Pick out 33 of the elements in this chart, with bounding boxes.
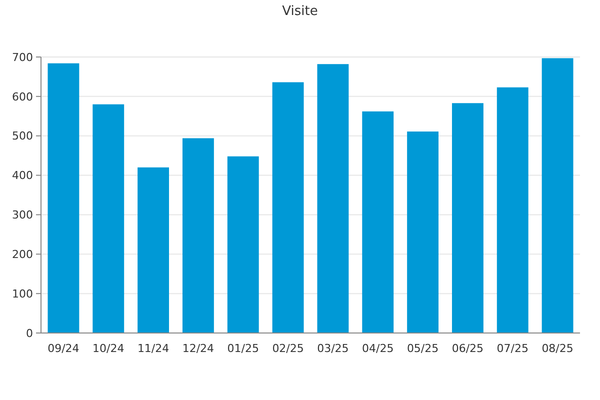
x-tick-label: 02/25 <box>272 342 304 355</box>
bar <box>182 138 214 333</box>
bar <box>227 156 259 333</box>
x-tick-label: 04/25 <box>362 342 394 355</box>
x-tick-label: 05/25 <box>406 342 439 355</box>
y-tick-label: 0 <box>26 326 33 340</box>
x-tick-label: 12/24 <box>182 342 214 355</box>
y-tick-label: 500 <box>12 130 33 143</box>
x-tick-label: 06/25 <box>452 342 484 355</box>
bar <box>362 111 394 333</box>
bar <box>272 82 304 333</box>
bar <box>317 64 349 333</box>
bar <box>48 63 80 333</box>
y-tick-label: 300 <box>12 208 33 222</box>
y-tick-label: 700 <box>12 50 33 64</box>
bar <box>92 104 124 333</box>
x-tick-label: 03/25 <box>317 342 349 355</box>
chart-title: Visite <box>282 4 318 19</box>
x-tick-label: 07/25 <box>496 342 528 355</box>
x-tick-label: 09/24 <box>48 342 80 355</box>
y-tick-label: 600 <box>12 90 33 104</box>
y-tick-label: 100 <box>12 287 33 300</box>
bar <box>452 103 484 333</box>
x-tick-label: 10/24 <box>92 342 124 355</box>
x-tick-label: 11/24 <box>137 342 170 355</box>
bar <box>407 132 439 333</box>
x-tick-label: 01/25 <box>227 342 259 355</box>
y-tick-label: 200 <box>12 248 33 261</box>
bar <box>138 167 170 333</box>
x-tick-label: 08/25 <box>542 342 574 355</box>
bar <box>542 58 574 333</box>
y-tick-label: 400 <box>12 169 33 182</box>
bar <box>496 87 528 333</box>
